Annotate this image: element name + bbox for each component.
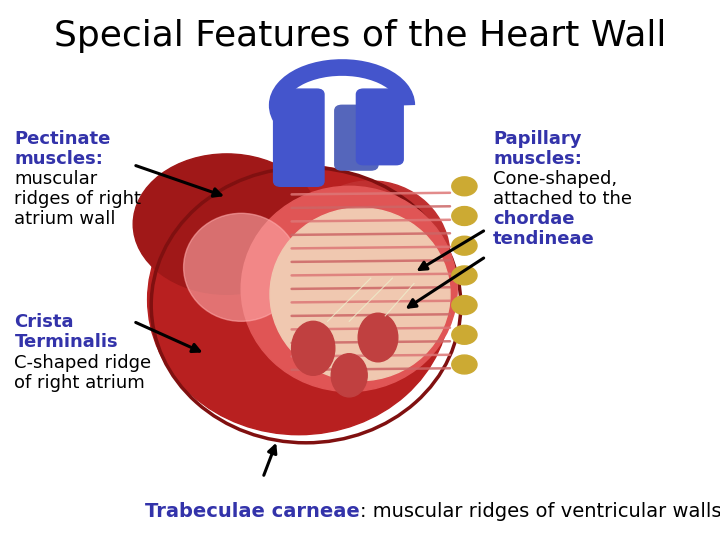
- Text: Cone-shaped,: Cone-shaped,: [493, 170, 617, 188]
- Ellipse shape: [133, 154, 320, 294]
- Ellipse shape: [270, 208, 450, 381]
- Ellipse shape: [452, 237, 477, 255]
- Text: muscles:: muscles:: [14, 150, 103, 168]
- Text: C-shaped ridge: C-shaped ridge: [14, 354, 151, 372]
- Text: atrium wall: atrium wall: [14, 210, 116, 228]
- Text: Papillary: Papillary: [493, 130, 582, 147]
- FancyBboxPatch shape: [356, 89, 403, 165]
- Text: : muscular ridges of ventricular walls: : muscular ridges of ventricular walls: [360, 502, 720, 521]
- Ellipse shape: [184, 213, 299, 321]
- Text: Trabeculae carneae: Trabeculae carneae: [145, 502, 360, 521]
- Ellipse shape: [452, 325, 477, 345]
- Ellipse shape: [452, 296, 477, 314]
- Ellipse shape: [292, 181, 450, 332]
- Text: Special Features of the Heart Wall: Special Features of the Heart Wall: [54, 19, 666, 53]
- Text: muscular: muscular: [14, 170, 98, 188]
- Text: chordae: chordae: [493, 210, 575, 228]
- Text: ridges of right: ridges of right: [14, 190, 141, 208]
- Ellipse shape: [452, 206, 477, 225]
- Ellipse shape: [292, 321, 335, 375]
- Ellipse shape: [452, 177, 477, 195]
- Ellipse shape: [452, 266, 477, 285]
- Text: Terminalis: Terminalis: [14, 333, 118, 352]
- FancyBboxPatch shape: [274, 89, 324, 186]
- Ellipse shape: [148, 165, 450, 435]
- Ellipse shape: [452, 355, 477, 374]
- Ellipse shape: [331, 354, 367, 397]
- Text: attached to the: attached to the: [493, 190, 632, 208]
- FancyBboxPatch shape: [335, 105, 378, 170]
- Text: tendineae: tendineae: [493, 231, 595, 248]
- Ellipse shape: [359, 313, 397, 362]
- Text: Crista: Crista: [14, 313, 74, 331]
- Ellipse shape: [241, 186, 457, 392]
- Text: Pectinate: Pectinate: [14, 130, 111, 147]
- Text: muscles:: muscles:: [493, 150, 582, 168]
- Text: of right atrium: of right atrium: [14, 374, 145, 391]
